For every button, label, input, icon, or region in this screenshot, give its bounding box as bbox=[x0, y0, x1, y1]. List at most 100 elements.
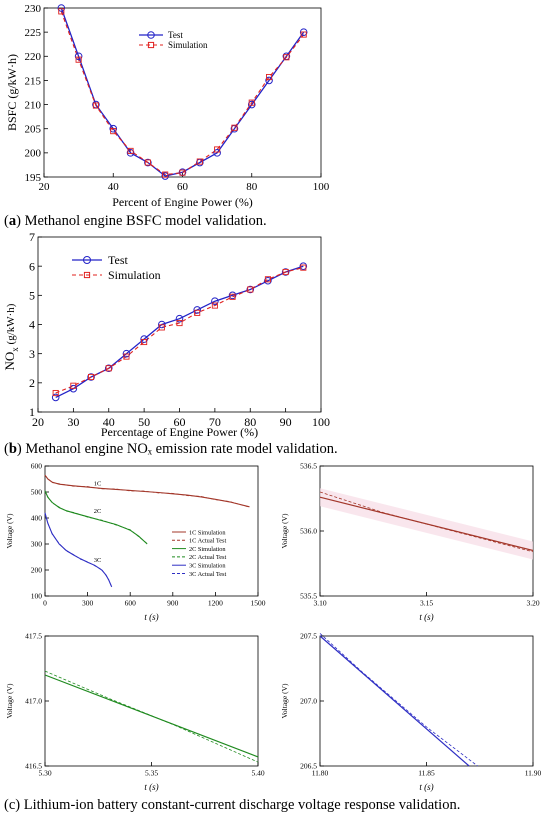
simulation-line bbox=[319, 496, 534, 552]
simulation-point bbox=[196, 158, 203, 165]
simulation-line bbox=[44, 674, 259, 758]
simulation-point bbox=[110, 128, 117, 135]
x-axis-label: t (s) bbox=[419, 782, 433, 792]
y-tick-label: 225 bbox=[25, 27, 42, 39]
simulation-point bbox=[158, 324, 165, 331]
test-point bbox=[211, 297, 219, 305]
series-2C-simulation bbox=[44, 490, 148, 545]
simulation-point bbox=[300, 31, 307, 38]
simulation-point bbox=[105, 365, 112, 372]
y-tick-label: 536.0 bbox=[300, 527, 317, 536]
x-tick-label: 40 bbox=[103, 415, 115, 429]
y-tick-label: 6 bbox=[29, 259, 35, 273]
test-point bbox=[299, 28, 308, 36]
simulation-point bbox=[211, 302, 218, 309]
simulation-point bbox=[75, 56, 82, 63]
test-point bbox=[87, 373, 95, 381]
test-point bbox=[281, 268, 290, 276]
simulation-point bbox=[266, 73, 273, 81]
y-tick-label: 7 bbox=[29, 232, 35, 244]
x-tick-label: 20 bbox=[39, 181, 51, 193]
y-tick-label: 205 bbox=[25, 124, 42, 136]
simulation-point bbox=[92, 102, 99, 109]
simulation-series-line bbox=[60, 11, 305, 176]
simulation-point bbox=[162, 171, 169, 178]
simulation-point bbox=[179, 169, 186, 176]
chart-bsfc: 20 40 60 80 100 195 200 205 210 215 220 225 230 Perce… bbox=[5, 3, 330, 209]
y-tick-label: 1 bbox=[29, 405, 35, 419]
simulation-point bbox=[300, 264, 307, 271]
y-tick-label: 207.0 bbox=[300, 697, 317, 706]
x-tick-label: 0 bbox=[43, 599, 47, 608]
test-point bbox=[265, 76, 273, 85]
y-tick-label: 400 bbox=[31, 514, 43, 523]
legend-test-label: Test bbox=[108, 253, 128, 267]
test-point bbox=[247, 100, 256, 109]
simulation-point bbox=[229, 293, 236, 300]
test-point bbox=[228, 291, 237, 300]
legend-label: 2C Actual Test bbox=[189, 554, 226, 561]
test-point bbox=[126, 149, 135, 157]
y-tick-label: 417.0 bbox=[25, 697, 42, 706]
y-tick-label: 536.5 bbox=[300, 462, 317, 471]
legend-simulation-marker bbox=[147, 41, 155, 49]
x-tick-label: 900 bbox=[167, 599, 179, 608]
simulation-point bbox=[88, 373, 95, 381]
y-tick-label: 5 bbox=[29, 289, 35, 303]
chart-voltage-zoom-1c: 3.10 3.15 3.20 535.5 536.0 536.5 t (s) Voltage … bbox=[280, 462, 540, 622]
simulation-point bbox=[214, 146, 221, 153]
y-axis-label-unit: (g/kW·h) bbox=[5, 303, 17, 347]
test-point bbox=[74, 52, 83, 61]
y-tick-label: 4 bbox=[29, 318, 35, 332]
y-tick-label: 416.5 bbox=[25, 762, 42, 771]
simulation-point bbox=[283, 54, 290, 61]
simulation-point bbox=[52, 389, 59, 397]
x-tick-label: 100 bbox=[312, 415, 330, 429]
plot-frame bbox=[319, 635, 534, 767]
test-point bbox=[158, 320, 166, 329]
y-tick-label: 600 bbox=[31, 462, 43, 471]
simulation-point bbox=[141, 338, 148, 346]
x-tick-label: 90 bbox=[280, 415, 292, 429]
test-point bbox=[109, 124, 118, 133]
test-point bbox=[246, 285, 255, 294]
plot-frame bbox=[37, 236, 322, 413]
actual-test-line bbox=[319, 633, 478, 767]
legend-label: 3C Simulation bbox=[189, 563, 226, 570]
x-tick-label: 40 bbox=[108, 181, 120, 193]
test-point bbox=[122, 349, 131, 358]
x-tick-label: 300 bbox=[82, 599, 94, 608]
series-1C-simulation bbox=[44, 474, 250, 508]
x-tick-label: 100 bbox=[313, 181, 330, 193]
curve-label-1C: 1C bbox=[94, 481, 102, 488]
y-tick-label: 195 bbox=[25, 172, 42, 184]
y-axis-label: Voltage (V) bbox=[280, 683, 289, 719]
simulation-point bbox=[247, 286, 254, 293]
legend-label: 3C Actual Test bbox=[189, 571, 226, 578]
x-tick-label: 80 bbox=[244, 415, 256, 429]
y-tick-label: 3 bbox=[29, 347, 35, 361]
x-tick-label: 3.20 bbox=[526, 599, 539, 608]
actual-test-line bbox=[44, 670, 259, 763]
test-point bbox=[264, 276, 272, 285]
x-tick-label: 3.15 bbox=[420, 599, 433, 608]
legend-label: 2C Simulation bbox=[189, 546, 226, 553]
x-tick-label: 20 bbox=[32, 415, 44, 429]
simulation-line bbox=[319, 635, 470, 767]
x-tick-label: 60 bbox=[174, 415, 186, 429]
plot-frame bbox=[44, 635, 259, 767]
legend-test-label: Test bbox=[168, 30, 183, 40]
simulation-point bbox=[176, 319, 183, 327]
x-axis-label: Percentage of Engine Power (%) bbox=[101, 425, 258, 439]
x-axis-label: t (s) bbox=[144, 782, 158, 792]
simulation-point bbox=[144, 159, 151, 166]
legend-label: 1C Simulation bbox=[189, 529, 226, 536]
simulation-point bbox=[231, 124, 238, 131]
x-axis-label: Percent of Engine Power (%) bbox=[112, 195, 253, 209]
curve-label-3C: 3C bbox=[94, 557, 102, 564]
test-point bbox=[104, 364, 113, 373]
y-tick-label: 535.5 bbox=[300, 592, 317, 601]
series-2C-actual-test bbox=[44, 491, 148, 544]
legend-test-marker bbox=[147, 31, 155, 39]
x-tick-label: 70 bbox=[209, 415, 221, 429]
